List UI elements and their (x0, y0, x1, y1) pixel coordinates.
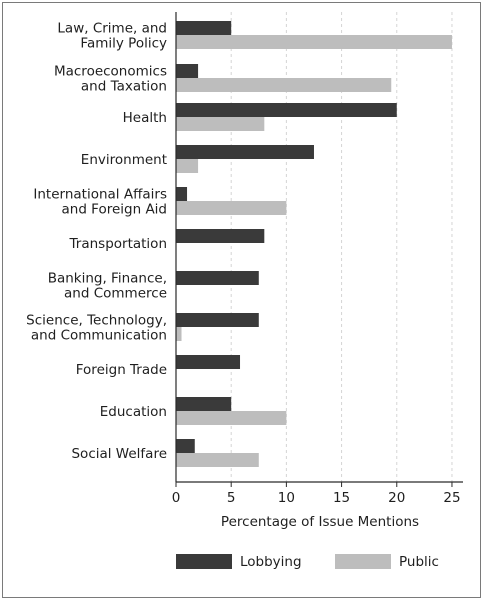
bar-lobbying-4 (176, 187, 188, 201)
category-label: Law, Crime, and (57, 21, 167, 37)
category-label: Foreign Trade (76, 362, 167, 378)
bar-public-2 (176, 117, 265, 131)
category-label: and Taxation (81, 79, 167, 95)
bar-public-9 (176, 411, 287, 425)
legend-swatch-public (335, 554, 391, 569)
bar-public-0 (176, 35, 452, 49)
bar-public-4 (176, 201, 287, 215)
category-label: Banking, Finance, (48, 271, 167, 287)
bar-public-7 (176, 327, 182, 341)
x-axis-title: Percentage of Issue Mentions (221, 514, 419, 530)
bar-public-10 (176, 453, 259, 467)
x-tick-label: 5 (227, 490, 236, 506)
category-label: Macroeconomics (54, 64, 167, 80)
bar-lobbying-8 (176, 355, 241, 369)
x-tick-label: 0 (172, 490, 181, 506)
bar-lobbying-7 (176, 313, 259, 327)
bar-public-3 (176, 159, 199, 173)
legend: Lobbying Public (176, 554, 439, 570)
bar-public-1 (176, 78, 392, 92)
bar-lobbying-6 (176, 271, 259, 285)
bar-lobbying-1 (176, 64, 199, 78)
category-label: and Communication (31, 328, 167, 344)
x-tick-label: 15 (333, 490, 350, 506)
legend-swatch-lobbying (176, 554, 232, 569)
category-label: Health (123, 110, 167, 126)
bar-lobbying-0 (176, 21, 232, 35)
legend-label-public: Public (399, 554, 439, 570)
category-label: Social Welfare (71, 446, 167, 462)
category-label: Environment (81, 152, 167, 168)
x-tick-labels: 0 5 10 15 20 25 (172, 490, 461, 506)
bar-lobbying-9 (176, 397, 232, 411)
bar-lobbying-10 (176, 439, 195, 453)
bars (176, 21, 452, 467)
axes (175, 12, 463, 487)
category-label: Science, Technology, (26, 313, 167, 329)
x-tick-label: 20 (388, 490, 405, 506)
x-tick-label: 10 (278, 490, 295, 506)
x-tick-label: 25 (443, 490, 460, 506)
category-label: Family Policy (80, 36, 167, 52)
category-label: Education (100, 404, 167, 420)
bar-lobbying-2 (176, 103, 397, 117)
legend-label-lobbying: Lobbying (240, 554, 302, 570)
bar-lobbying-5 (176, 229, 265, 243)
category-label: and Commerce (64, 286, 167, 302)
category-label: Transportation (69, 236, 167, 252)
bar-lobbying-3 (176, 145, 314, 159)
category-label: and Foreign Aid (61, 202, 167, 218)
category-label: International Affairs (33, 187, 167, 203)
